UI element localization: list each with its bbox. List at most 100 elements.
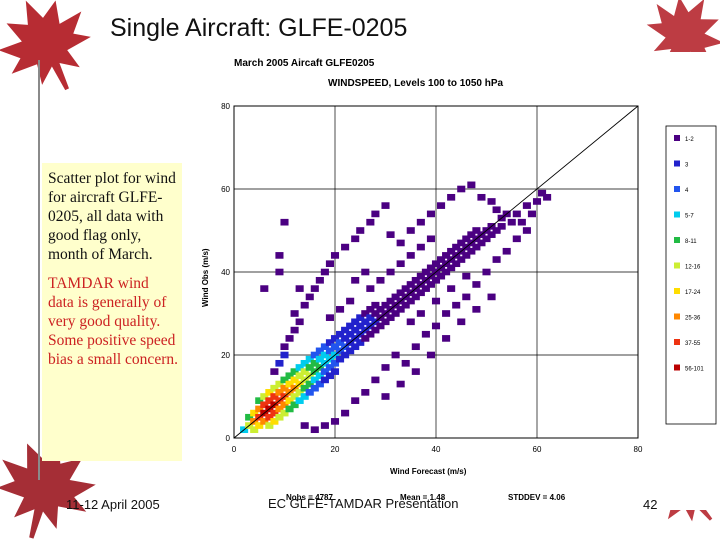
legend-swatch-1-2 [674,135,680,141]
density-cell-190 [270,368,279,375]
x-axis-label: Wind Forecast (m/s) [390,467,467,476]
density-cell-186 [512,210,521,218]
density-cell-124 [386,297,395,305]
density-cell-99 [351,318,360,326]
density-cell-203 [325,260,334,268]
legend-swatch-8-11 [674,237,680,243]
density-cell-253 [396,380,405,388]
density-cell-222 [492,206,501,214]
density-cell-249 [320,422,329,429]
density-cell-63 [310,351,319,359]
density-cell-12 [260,401,269,409]
density-cell-29 [280,409,289,417]
density-cell-242 [482,268,491,276]
density-cell-134 [406,297,415,305]
density-cell-80 [330,359,340,367]
density-cell-37 [285,380,294,388]
density-cell-102 [356,322,365,330]
density-cell-39 [290,401,299,409]
density-cell-172 [467,231,476,238]
density-cell-255 [426,351,435,359]
density-cell-82 [330,343,340,351]
density-cell-142 [416,272,425,280]
scatter-density-chart: March 2005 Aircaft GLFE0205 WINDSPEED, L… [201,58,717,502]
density-cell-122 [386,314,395,321]
density-cell-125 [391,310,400,317]
density-cell-197 [295,318,304,326]
density-cell-278 [527,210,536,218]
density-cell-14 [265,422,274,429]
density-cell-2 [245,413,254,421]
density-cell-191 [275,359,284,367]
density-cell-17 [265,397,274,404]
density-cell-152 [437,272,446,280]
density-cell-139 [411,276,420,284]
legend-label-37-55: 37-55 [685,341,701,347]
density-cell-264 [406,252,415,259]
density-cell-32 [280,384,289,392]
density-cell-118 [376,306,385,313]
density-cell-103 [356,314,365,321]
density-cell-107 [361,310,370,317]
density-cell-262 [386,268,395,276]
density-cell-241 [472,281,481,288]
density-cell-257 [457,318,466,326]
density-cell-90 [341,335,350,342]
density-cell-232 [381,364,390,371]
chart-panel: March 2005 Aircaft GLFE0205 WINDSPEED, L… [182,52,720,510]
stat-stddev: STDDEV = 4.06 [508,493,566,502]
density-cell-218 [457,185,466,193]
density-cell-68 [315,347,324,355]
legend-swatch-4 [674,186,680,192]
density-cell-213 [406,227,415,234]
density-cell-246 [522,227,531,234]
density-cell-148 [426,264,435,272]
density-cell-33 [280,376,289,384]
density-cell-8 [255,405,264,413]
density-cell-128 [396,306,405,313]
density-cell-163 [452,243,461,251]
density-cell-207 [356,227,365,234]
density-cell-50 [300,384,309,392]
density-cell-121 [381,301,390,309]
callout-paragraph-1: Scatter plot for wind for aircraft GLFE-… [48,170,176,263]
density-cell-95 [346,322,355,330]
density-cell-22 [270,393,279,400]
density-cell-251 [300,422,309,429]
density-cell-145 [421,268,430,276]
x-tick-labels: 0 20 40 60 80 [232,445,643,454]
density-cell-104 [361,335,370,342]
density-cell-47 [295,372,304,380]
density-cell-271 [351,276,360,284]
density-cell-208 [366,218,375,226]
density-cell-84 [336,355,345,363]
density-cell-3 [250,426,259,434]
y-tick-label-40: 40 [221,268,230,277]
density-cell-10 [260,418,269,425]
side-rule [38,60,40,480]
density-cell-199 [305,293,314,301]
density-cell-18 [265,389,274,396]
density-cell-185 [507,218,516,226]
density-cell-225 [275,252,284,259]
density-cell-69 [320,376,329,384]
legend-frame [665,125,717,425]
x-tick-label-80: 80 [634,445,643,454]
density-cell-195 [290,326,299,334]
density-cells [240,181,552,434]
density-cell-239 [452,301,461,309]
maple-leaf-bottom-left-icon [0,438,96,539]
density-cell-245 [512,235,521,243]
maple-leaf-top-left-icon [0,0,91,91]
y-tick-label-60: 60 [221,185,230,194]
density-cell-221 [487,198,496,205]
density-cell-256 [442,335,451,342]
density-cell-175 [472,227,481,234]
density-cell-198 [300,301,309,309]
density-cell-166 [457,239,466,247]
density-cell-115 [371,301,380,309]
legend-label-8-11: 8-11 [685,239,697,245]
density-cell-231 [371,376,380,384]
density-cell-220 [477,193,486,201]
density-cell-60 [310,376,319,384]
